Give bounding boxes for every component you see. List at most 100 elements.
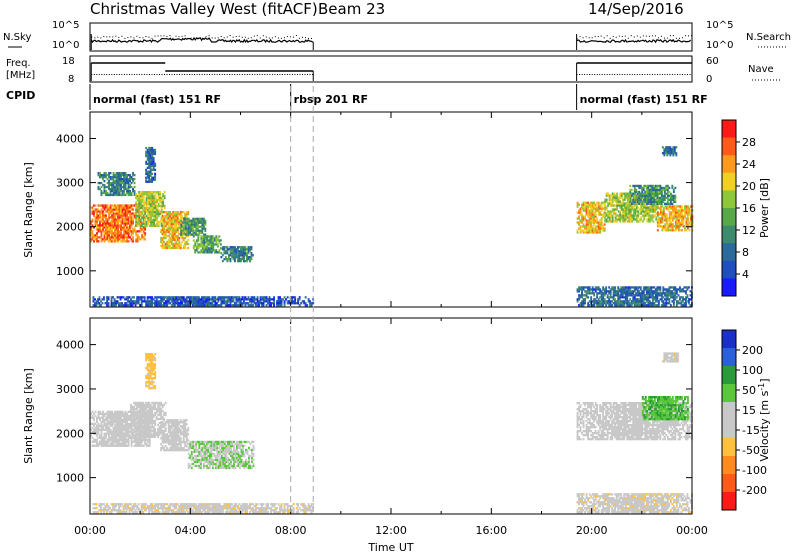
power-cell [164, 246, 167, 250]
power-cell [677, 294, 680, 297]
power-cell [113, 302, 116, 305]
power-cell [591, 207, 594, 210]
power-cell [262, 302, 265, 305]
power-cell [671, 290, 674, 293]
nave-point [191, 74, 193, 75]
power-cell [90, 234, 92, 237]
velocity-cell [131, 415, 134, 419]
nsearch-point [682, 37, 683, 39]
power-cell [270, 304, 272, 307]
power-cell [166, 296, 169, 299]
power-cell [96, 226, 98, 229]
power-cell [631, 204, 634, 207]
nave-point [181, 74, 183, 75]
power-cell [127, 222, 130, 225]
power-cell [146, 298, 149, 301]
power-cell [633, 300, 636, 303]
power-cell [280, 302, 283, 305]
power-cell [196, 219, 199, 222]
power-cell [148, 162, 151, 165]
power-cell [635, 294, 638, 297]
power-cell [153, 208, 156, 212]
beam-label: Beam 23 [318, 0, 385, 18]
power-cell [115, 206, 118, 209]
plot-title: Christmas Valley West (fitACF) [90, 0, 318, 18]
power-cell [641, 300, 644, 303]
velocity-cell [102, 418, 104, 421]
power-cell [644, 198, 647, 201]
power-cell [656, 290, 659, 293]
power-cell [212, 304, 215, 307]
power-cell [185, 298, 188, 301]
power-cell [600, 304, 603, 307]
power-cell [681, 219, 683, 222]
power-cell [96, 228, 98, 231]
power-cell [669, 286, 672, 289]
power-cell [153, 204, 156, 208]
power-cell [681, 221, 683, 224]
power-cell [614, 298, 617, 301]
power-cell [144, 224, 147, 227]
nave-point [101, 74, 103, 75]
velocity-cell [120, 422, 122, 425]
power-cell [188, 304, 191, 307]
power-cell [181, 230, 184, 234]
power-cell [139, 200, 142, 204]
velocity-cell [115, 410, 118, 413]
power-cell [582, 286, 585, 289]
power-cell [135, 224, 138, 227]
power-cell [633, 290, 636, 293]
power-cell [151, 191, 154, 194]
power-cell [582, 207, 585, 210]
power-cell [121, 236, 124, 239]
power-cell [193, 229, 196, 232]
power-cell [620, 288, 623, 291]
power-cell [670, 213, 673, 216]
power-cell [579, 231, 582, 234]
power-cell [175, 219, 178, 222]
power-cell [161, 242, 164, 246]
power-cell [672, 288, 675, 291]
power-cell [250, 252, 253, 255]
power-cell [144, 234, 147, 237]
power-cell [151, 168, 154, 171]
power-cell [605, 192, 608, 195]
power-cell [138, 212, 141, 215]
power-cell [181, 236, 184, 240]
power-cell [124, 228, 127, 231]
power-cell [678, 209, 680, 212]
velocity-cell [141, 438, 144, 441]
power-cell [582, 225, 585, 228]
nsearch-point [121, 35, 123, 37]
power-cell [145, 204, 148, 208]
power-cell [145, 216, 148, 220]
power-cell [241, 250, 244, 253]
power-cell [626, 212, 629, 215]
power-cell [279, 300, 281, 303]
nave-point [143, 74, 145, 75]
power-cell [611, 198, 614, 201]
power-cell [623, 304, 626, 307]
power-cell [623, 206, 626, 209]
power-cell [96, 236, 98, 239]
power-cell [600, 213, 603, 216]
power-cell [670, 152, 673, 155]
power-cell [643, 218, 646, 221]
power-cell [615, 294, 618, 297]
power-cell [160, 244, 163, 248]
power-cell [120, 236, 122, 239]
power-cell [151, 224, 154, 227]
power-cell [216, 239, 219, 242]
power-cell [136, 216, 139, 220]
power-cell [622, 216, 625, 219]
power-cell [226, 252, 229, 255]
power-cell [99, 226, 101, 229]
velocity-cell [105, 444, 107, 447]
power-cell [142, 196, 145, 200]
velocity-cell [112, 418, 115, 421]
power-cell [286, 300, 289, 303]
power-cell [582, 302, 585, 305]
nave-point [111, 74, 113, 75]
power-cell [167, 230, 170, 234]
power-cell [99, 181, 101, 185]
